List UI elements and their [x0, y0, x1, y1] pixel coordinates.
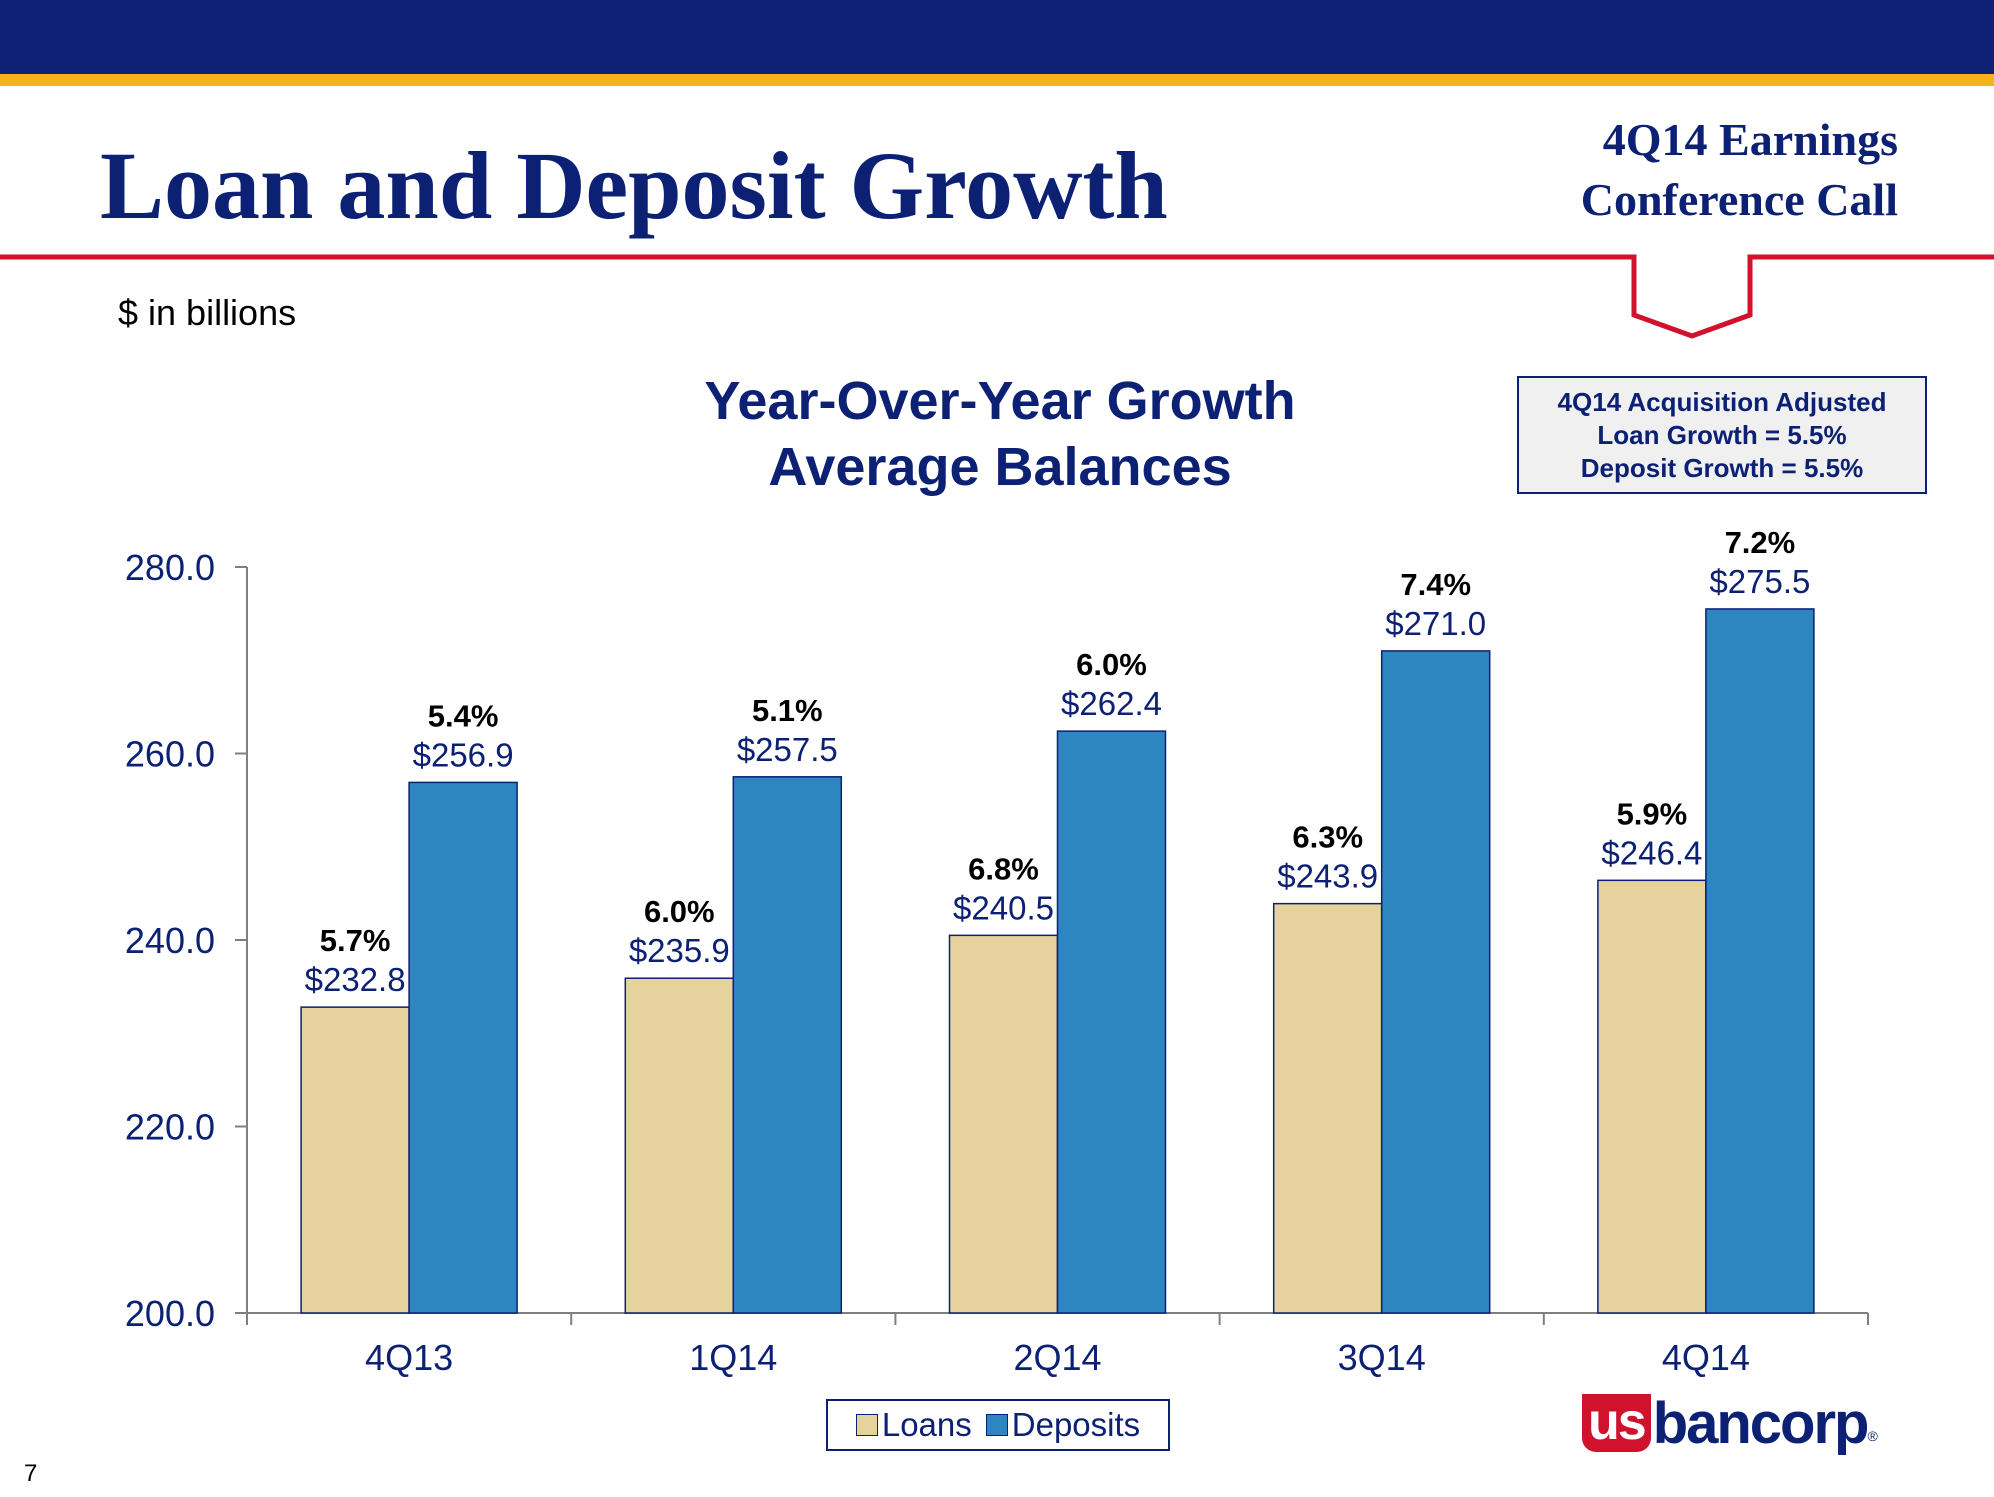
y-tick-label: 240.0 — [125, 920, 215, 961]
logo-registered-mark: ® — [1867, 1428, 1878, 1444]
bar-deposits — [1705, 608, 1815, 1314]
data-label-growth: 5.1% — [752, 693, 823, 728]
data-label-value: $232.8 — [305, 961, 406, 998]
data-label-growth: 7.4% — [1400, 567, 1471, 602]
top-navy-band — [0, 0, 1994, 74]
chart-legend: Loans Deposits — [826, 1399, 1170, 1451]
bar-deposits — [1056, 730, 1167, 1314]
data-label-growth: 5.9% — [1617, 796, 1688, 831]
bar-deposits — [1380, 650, 1491, 1314]
chart-title-line1: Year-Over-Year Growth — [704, 371, 1296, 431]
data-label-growth: 6.0% — [644, 894, 715, 929]
bar-deposits — [732, 776, 843, 1314]
units-note: $ in billions — [118, 292, 297, 333]
header-divider-line — [0, 254, 1994, 339]
data-label-value: $271.0 — [1385, 605, 1486, 642]
logo-us-mark: us — [1582, 1394, 1651, 1452]
us-bancorp-logo: us bancorp ® — [1582, 1390, 1878, 1456]
page-title: Loan and Deposit Growth — [100, 132, 1168, 239]
bar-loans — [1597, 879, 1707, 1314]
bar-loans — [948, 934, 1059, 1314]
data-label-growth: 7.2% — [1725, 525, 1796, 560]
data-label-value: $243.9 — [1277, 858, 1378, 895]
callout-line1: 4Q14 Acquisition Adjusted — [1557, 387, 1887, 417]
acquisition-adjusted-callout: 4Q14 Acquisition Adjusted Loan Growth = … — [1517, 376, 1927, 494]
data-label-value: $256.9 — [413, 736, 514, 773]
data-label-value: $262.4 — [1061, 685, 1162, 722]
data-label-growth: 6.0% — [1076, 647, 1147, 682]
data-label-growth: 5.7% — [320, 923, 391, 958]
x-tick-label: 3Q14 — [1338, 1337, 1426, 1378]
legend-item-deposits: Deposits — [985, 1406, 1141, 1444]
chart-labels: $232.85.7% $235.96.0% $240.56.8% $243.96.3%… — [305, 525, 1811, 998]
y-tick-label: 200.0 — [125, 1293, 215, 1334]
bar-loans — [300, 1006, 410, 1314]
legend-swatch-deposits — [985, 1414, 1008, 1436]
data-label-value: $257.5 — [737, 731, 838, 768]
x-tick-label: 4Q13 — [365, 1337, 453, 1378]
event-title-line1: 4Q14 Earnings — [1602, 114, 1898, 165]
callout-line2: Loan Growth = 5.5% — [1597, 420, 1847, 450]
legend-label-loans: Loans — [881, 1406, 972, 1443]
legend-label-deposits: Deposits — [1011, 1406, 1141, 1443]
y-tick-label: 280.0 — [125, 547, 215, 588]
x-tick-label: 2Q14 — [1013, 1337, 1101, 1378]
data-label-value: $235.9 — [629, 932, 730, 969]
data-label-growth: 6.8% — [968, 851, 1039, 886]
data-label-value: $246.4 — [1601, 834, 1702, 871]
chart-bars — [300, 608, 1815, 1314]
event-title: 4Q14 Earnings Conference Call — [1438, 110, 1898, 230]
y-tick-label: 220.0 — [125, 1107, 215, 1148]
gold-accent-band — [0, 74, 1994, 86]
chart-title-line2: Average Balances — [768, 437, 1232, 497]
x-tick-label: 1Q14 — [689, 1337, 777, 1378]
bar-loans — [624, 977, 735, 1314]
chart-title: Year-Over-Year Growth Average Balances — [600, 368, 1400, 500]
bar-loans — [1272, 902, 1383, 1314]
y-tick-label: 260.0 — [125, 734, 215, 775]
chart-axes: 200.0 220.0 240.0 260.0 280.0 4Q13 1Q14 2Q14 3Q1… — [125, 547, 1869, 1378]
page-number: 7 — [24, 1460, 38, 1487]
event-title-line2: Conference Call — [1580, 174, 1898, 225]
data-label-value: $240.5 — [953, 889, 1054, 926]
data-label-growth: 5.4% — [428, 698, 499, 733]
logo-wordmark: bancorp — [1652, 1390, 1870, 1456]
data-label-growth: 6.3% — [1292, 820, 1363, 855]
x-tick-label: 4Q14 — [1662, 1337, 1750, 1378]
bar-deposits — [408, 781, 518, 1314]
callout-line3: Deposit Growth = 5.5% — [1580, 453, 1864, 483]
legend-item-loans: Loans — [855, 1406, 972, 1444]
data-label-value: $275.5 — [1709, 563, 1810, 600]
legend-swatch-loans — [855, 1414, 878, 1436]
